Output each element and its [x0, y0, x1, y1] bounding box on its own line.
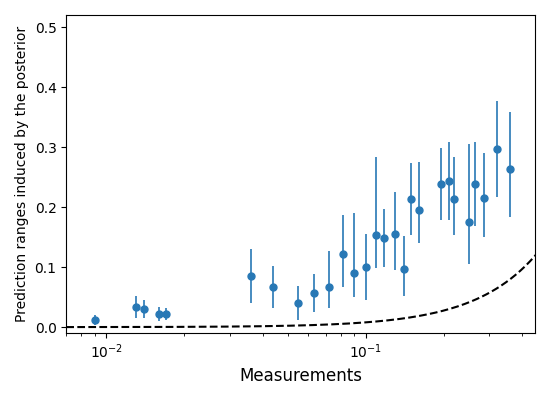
Y-axis label: Prediction ranges induced by the posterior: Prediction ranges induced by the posteri…: [15, 26, 29, 322]
X-axis label: Measurements: Measurements: [239, 367, 362, 385]
